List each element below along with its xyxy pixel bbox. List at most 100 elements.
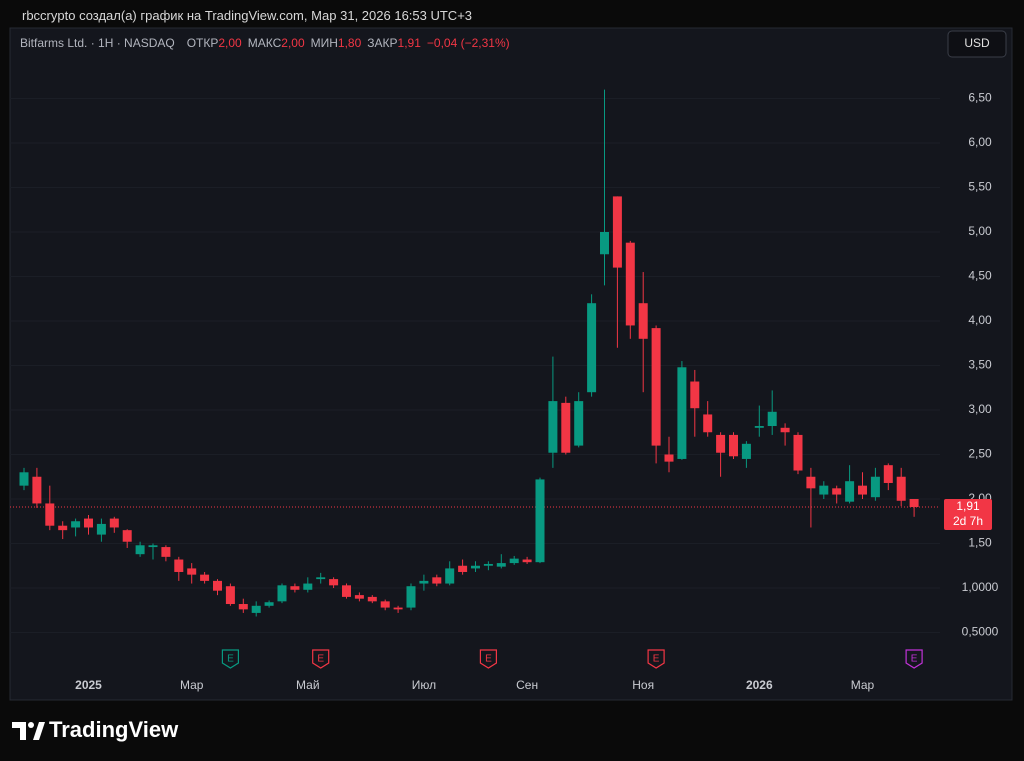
candle-body — [574, 401, 584, 446]
brand: TradingView — [49, 717, 179, 742]
candle-body — [45, 503, 55, 526]
candle-body — [587, 303, 597, 393]
candle-body — [135, 545, 145, 555]
candle-body — [58, 525, 68, 531]
candle-body — [290, 586, 300, 590]
candle-body — [677, 367, 687, 459]
event-label: E — [911, 654, 918, 665]
candle-body — [148, 545, 158, 548]
candle-body — [806, 476, 816, 489]
candle-body — [522, 559, 532, 563]
candle-body — [213, 580, 222, 591]
candle-body — [84, 518, 93, 528]
candle-body — [845, 481, 855, 502]
x-tick-label: 2026 — [746, 678, 773, 692]
candle-body — [703, 414, 713, 433]
candle-body — [716, 434, 726, 453]
candle-body — [19, 472, 29, 486]
candle-body — [690, 381, 700, 409]
event-label: E — [227, 654, 234, 665]
candle-body — [870, 476, 880, 498]
candle-body — [174, 559, 184, 572]
field-value: 1,80 — [337, 36, 362, 50]
candle-body — [638, 303, 648, 339]
candle-body — [819, 485, 829, 495]
y-tick-label: 6,50 — [968, 91, 992, 105]
candle-body — [780, 427, 790, 433]
candle-body — [858, 485, 867, 495]
candle-body — [354, 595, 364, 599]
logo-mark — [12, 722, 26, 740]
candle-body — [251, 605, 261, 613]
chart-panel — [9, 27, 1013, 701]
candle-body — [664, 454, 674, 462]
currency: USD — [964, 36, 990, 50]
candle-body — [600, 232, 609, 255]
candle-body — [896, 476, 906, 501]
header: rbccrypto создал(а) график на TradingVie… — [22, 8, 473, 23]
logo — [12, 722, 45, 740]
ohlc-field: ЗАКР 1,91 — [367, 36, 421, 50]
field-name: МИН — [310, 36, 338, 50]
y-tick-label: 4,00 — [968, 313, 992, 327]
candle-body — [458, 565, 468, 572]
candle-body — [548, 401, 558, 453]
candle-body — [883, 465, 893, 483]
candle-body — [793, 434, 803, 471]
field-name: МАКС — [247, 36, 282, 50]
candle-body — [342, 585, 351, 597]
y-tick-label: 5,50 — [968, 180, 992, 194]
ohlc-field: ОТКР 2,00 — [187, 36, 242, 50]
candle-body — [419, 580, 429, 584]
y-tick-label: 0,5000 — [962, 625, 999, 639]
field-name: ЗАКР — [367, 36, 398, 50]
candle-body — [496, 563, 506, 567]
candle-body — [909, 499, 919, 508]
y-tick-label: 3,00 — [968, 402, 992, 416]
candle-body — [161, 547, 171, 557]
logo-dot — [28, 722, 34, 728]
x-tick-label: Сен — [516, 678, 538, 692]
y-tick-label: 1,0000 — [962, 580, 999, 594]
x-tick-label: Май — [296, 678, 320, 692]
event-marker — [479, 649, 497, 669]
y-tick-label: 6,00 — [968, 135, 992, 149]
candle-body — [329, 579, 339, 586]
candle-body — [393, 607, 403, 610]
candle-body — [625, 242, 635, 326]
y-tick-label: 1,50 — [968, 536, 992, 550]
field-value: 2,00 — [218, 36, 242, 50]
event-marker — [221, 649, 239, 669]
candle-body — [483, 563, 493, 566]
candle-body — [767, 411, 777, 427]
candle-body — [109, 518, 119, 528]
candle-body — [96, 523, 106, 535]
change: −0,04 (−2,31%) — [426, 36, 510, 50]
candle-body — [832, 488, 842, 495]
candle-body — [225, 586, 235, 605]
currency-button[interactable] — [947, 30, 1007, 58]
y-tick-label: 4,50 — [968, 269, 992, 283]
candle-body — [729, 434, 738, 457]
countdown: 2d 7h — [953, 514, 983, 528]
event-label: E — [653, 654, 660, 665]
x-tick-label: Мар — [851, 678, 875, 692]
x-tick-label: Ноя — [632, 678, 654, 692]
field-name: ОТКР — [186, 36, 219, 50]
last-price-tag — [944, 499, 992, 531]
candle-body — [264, 602, 274, 606]
candle-body — [303, 583, 313, 590]
y-tick-label: 5,00 — [968, 224, 992, 238]
x-tick-label: 2025 — [75, 678, 102, 692]
y-tick-label: 3,50 — [968, 358, 992, 372]
candle-body — [316, 577, 326, 580]
candle-body — [71, 521, 81, 528]
legend: Bitfarms Ltd. · 1H · NASDAQ ОТКР 2,00 МАКС 2… — [20, 36, 510, 50]
candle-body — [471, 565, 480, 569]
field-value: 1,91 — [397, 36, 421, 50]
event-marker — [647, 649, 665, 669]
candle-body — [432, 577, 442, 584]
x-tick-label: Мар — [180, 678, 204, 692]
candle-body — [32, 476, 42, 504]
